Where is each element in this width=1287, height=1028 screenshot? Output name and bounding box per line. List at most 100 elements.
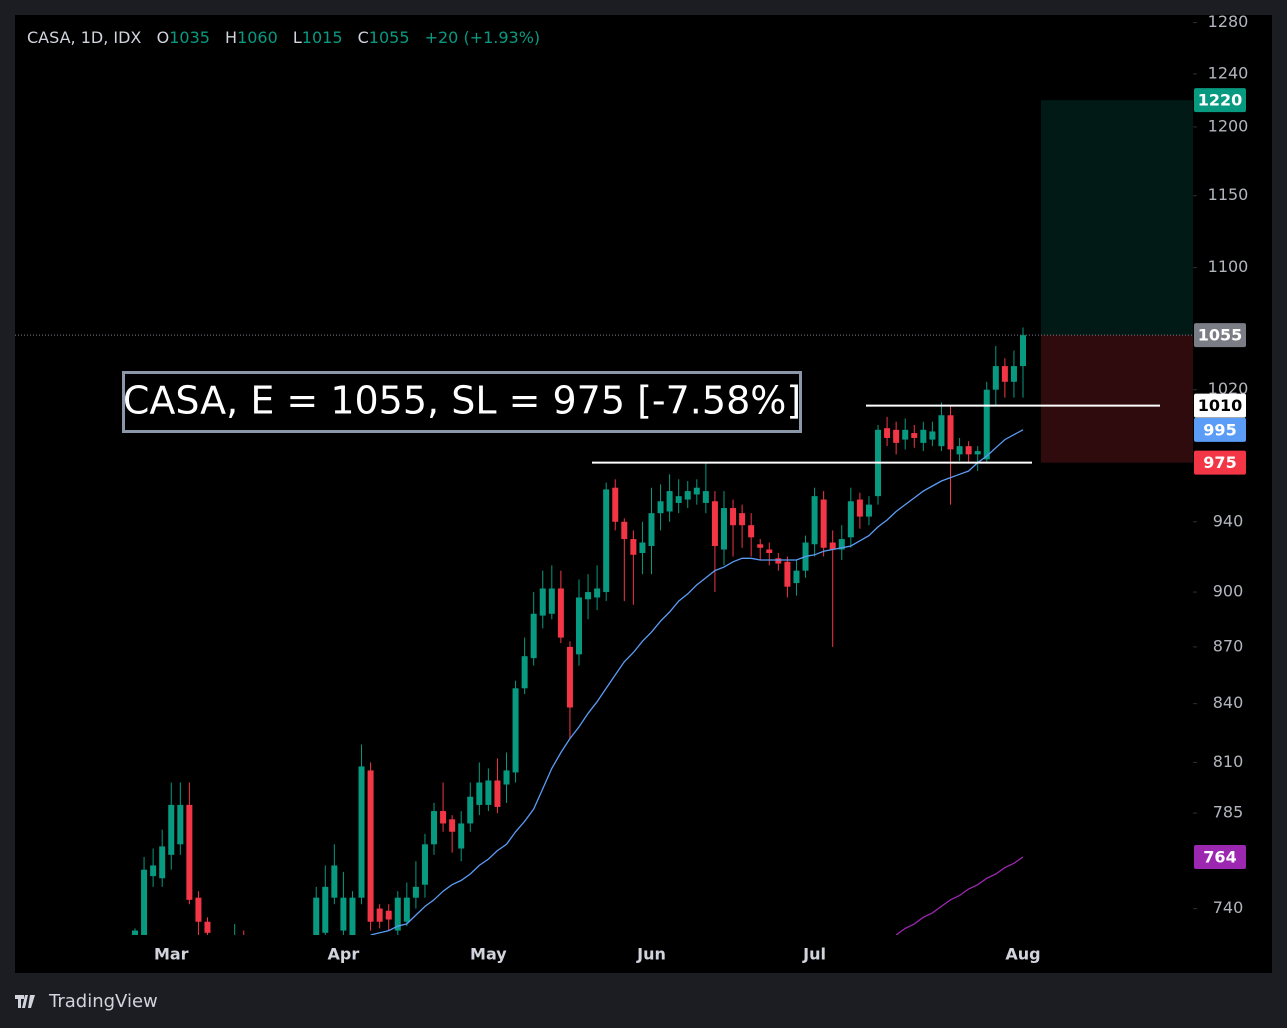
candle-body [458, 823, 465, 849]
x-tick-label: May [470, 945, 507, 964]
candle-body [720, 508, 727, 550]
candle-body [512, 688, 519, 773]
y-tick-label: 740 [1213, 898, 1244, 917]
candle-body [811, 496, 818, 545]
candle-body [376, 908, 383, 922]
candle-body [902, 429, 909, 440]
x-tick-label: Apr [328, 945, 360, 964]
candle-body [195, 897, 202, 922]
symbol: CASA, 1D, IDX [27, 28, 142, 47]
candle-body [159, 846, 166, 879]
candle-body [467, 796, 474, 824]
candle-body [920, 429, 927, 443]
ohlc-key: H [225, 28, 238, 47]
candle-body [784, 561, 791, 587]
candle-body [603, 489, 610, 593]
candle-body [214, 987, 220, 994]
candle-body [322, 886, 329, 933]
candle-body [947, 415, 954, 450]
zones [15, 100, 1193, 463]
candle-body [576, 597, 582, 655]
ohlc-key: O [156, 28, 170, 47]
candle-body [412, 886, 419, 898]
price-tag-label: 1010 [1198, 396, 1243, 415]
stop-zone [1041, 335, 1193, 463]
candle-body [241, 980, 247, 985]
candle-body [421, 844, 428, 885]
price-tag-label: 1220 [1198, 91, 1243, 110]
price-tag-label: 995 [1203, 420, 1236, 439]
candle-body [367, 770, 374, 922]
candle-body [612, 487, 619, 522]
ohlc-key: C [357, 28, 369, 47]
candle-body [730, 508, 737, 526]
candle-body [295, 985, 301, 992]
candle-body [965, 446, 972, 455]
price-tag [1194, 417, 1246, 442]
y-tick-label: 1100 [1208, 257, 1249, 276]
candle-body [494, 780, 501, 807]
candle-body [530, 613, 537, 659]
candle-body [349, 897, 356, 935]
change: +20 (+1.93%) [424, 28, 541, 47]
candle-body [702, 491, 709, 503]
candle-body [268, 1001, 274, 1006]
candle-body [983, 389, 990, 460]
candle-body [286, 992, 292, 999]
candle-body [838, 539, 845, 550]
candle-body [132, 930, 138, 935]
candle-body [521, 656, 528, 689]
chart-panel [15, 15, 1272, 973]
y-tick-label: 810 [1213, 752, 1244, 771]
candle-body [621, 521, 628, 540]
ohlc-value: 1055 [368, 28, 410, 47]
candle-body [141, 869, 148, 935]
candle-body [938, 415, 945, 447]
candle-body [666, 491, 673, 512]
candle-body [739, 513, 746, 526]
price-tag-label: 975 [1203, 453, 1236, 472]
candle-body [313, 897, 320, 935]
candle-body [340, 897, 347, 931]
candle-body [893, 429, 900, 443]
candle-body [757, 544, 764, 548]
candle-body [431, 811, 438, 845]
price-tag [1194, 88, 1246, 113]
price-tag [1194, 323, 1246, 348]
candle-body [557, 588, 564, 638]
candle-body [394, 897, 401, 931]
price-tag-label: 1055 [1198, 326, 1243, 345]
candle-body [204, 921, 211, 933]
candle-body [766, 549, 773, 554]
candle-body [648, 513, 655, 547]
annotation: CASA, E = 1055, SL = 975 [-7.58%] [123, 379, 801, 423]
logo-icon [15, 995, 35, 1008]
ohlc-value: 1060 [237, 28, 278, 47]
candle-body [911, 433, 918, 438]
candle-body [992, 366, 999, 390]
x-tick-label: Aug [1005, 945, 1040, 964]
candle-body [186, 804, 193, 900]
annotation-box [122, 371, 802, 433]
candle-body [566, 646, 573, 708]
candle-body [259, 996, 265, 1005]
candle-body [956, 446, 963, 455]
price-tag [1194, 393, 1246, 418]
y-tick-label: 870 [1213, 636, 1244, 655]
candle-body [829, 542, 836, 550]
price-tag-label: 764 [1203, 847, 1236, 866]
candle-body [150, 865, 157, 877]
candle-body [865, 504, 872, 517]
candle-body [684, 491, 691, 500]
price-tag [1194, 450, 1246, 475]
ohlc-key: L [292, 28, 302, 47]
candle-body [223, 994, 229, 999]
candle-body [775, 558, 782, 564]
candle-body [539, 588, 546, 616]
candle-body [748, 525, 755, 538]
candle-body [403, 897, 410, 922]
candle-body [594, 588, 601, 598]
candle-body [1010, 366, 1017, 382]
candle-body [440, 811, 447, 824]
candle-body [485, 780, 492, 805]
